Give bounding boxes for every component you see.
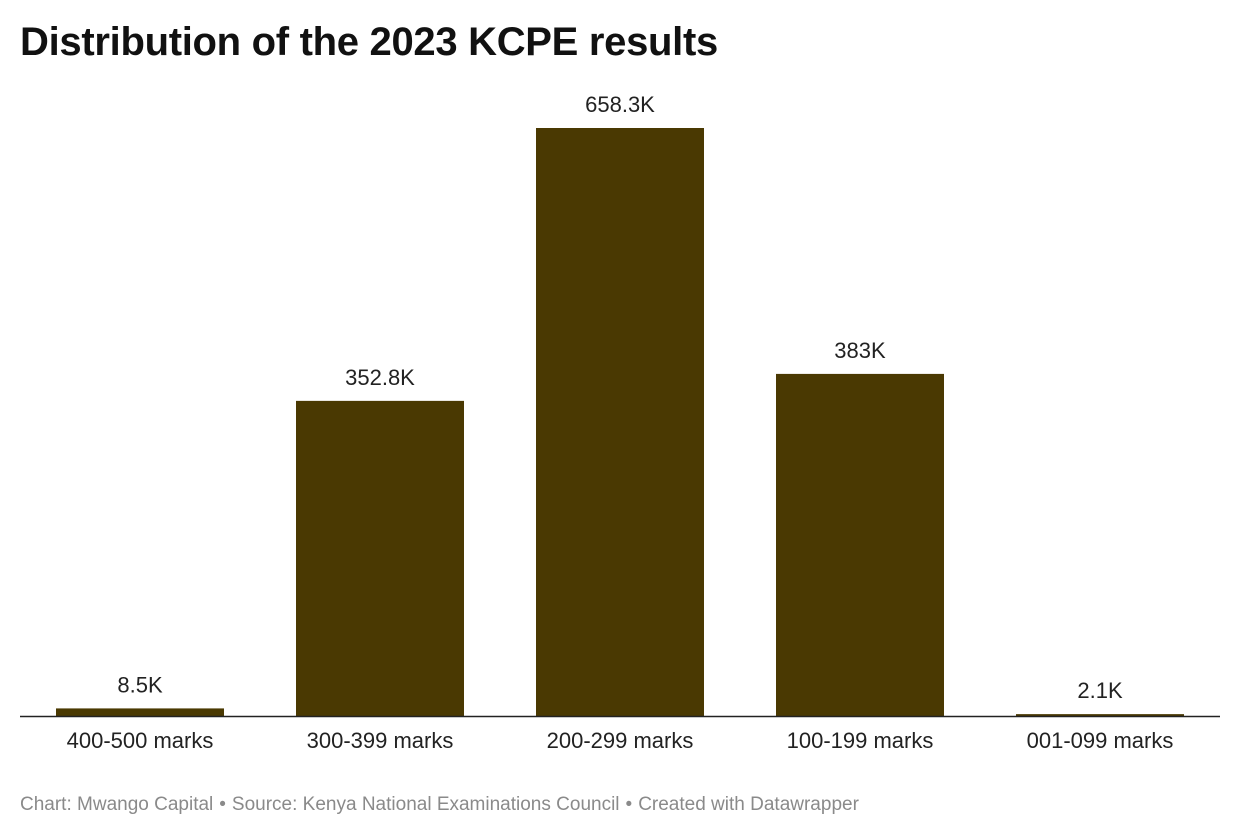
x-axis-tick-labels: 400-500 marks 300-399 marks 200-299 marks 1… — [67, 728, 1174, 753]
footer-created-with: Created with Datawrapper — [638, 794, 859, 815]
footer-source: Source: Kenya National Examinations Coun… — [231, 794, 620, 815]
bar-value-label: 2.1K — [1077, 678, 1123, 703]
x-tick-label: 001-099 marks — [1027, 728, 1174, 753]
footer-chart-credit: Chart: Mwango Capital — [20, 794, 214, 815]
footer-separator-2: • — [625, 794, 633, 815]
bar-value-label: 383K — [834, 338, 886, 363]
bar-300-399-marks — [296, 400, 464, 716]
bars-group — [56, 128, 1184, 716]
footer-separator-1: • — [219, 794, 226, 815]
bar-400-500-marks — [56, 708, 224, 716]
bar-value-label: 352.8K — [345, 365, 415, 390]
value-labels-group: 8.5K 352.8K 658.3K 383K 2.1K — [117, 92, 1123, 703]
bar-value-label: 8.5K — [117, 672, 163, 697]
bar-chart: 8.5K 352.8K 658.3K 383K 2.1K 400-500 marks 30… — [20, 92, 1220, 753]
chart-title: Distribution of the 2023 KCPE results — [20, 20, 718, 64]
chart-footer: Chart: Mwango Capital • Source: Kenya Nati… — [20, 794, 859, 816]
x-tick-label: 100-199 marks — [787, 728, 934, 753]
bar-100-199-marks — [776, 373, 944, 716]
bar-200-299-marks — [536, 128, 704, 716]
x-tick-label: 300-399 marks — [307, 728, 454, 753]
x-tick-label: 400-500 marks — [67, 728, 214, 753]
bar-001-099-marks — [1016, 714, 1184, 716]
x-tick-label: 200-299 marks — [547, 728, 694, 753]
bar-value-label: 658.3K — [585, 92, 655, 117]
